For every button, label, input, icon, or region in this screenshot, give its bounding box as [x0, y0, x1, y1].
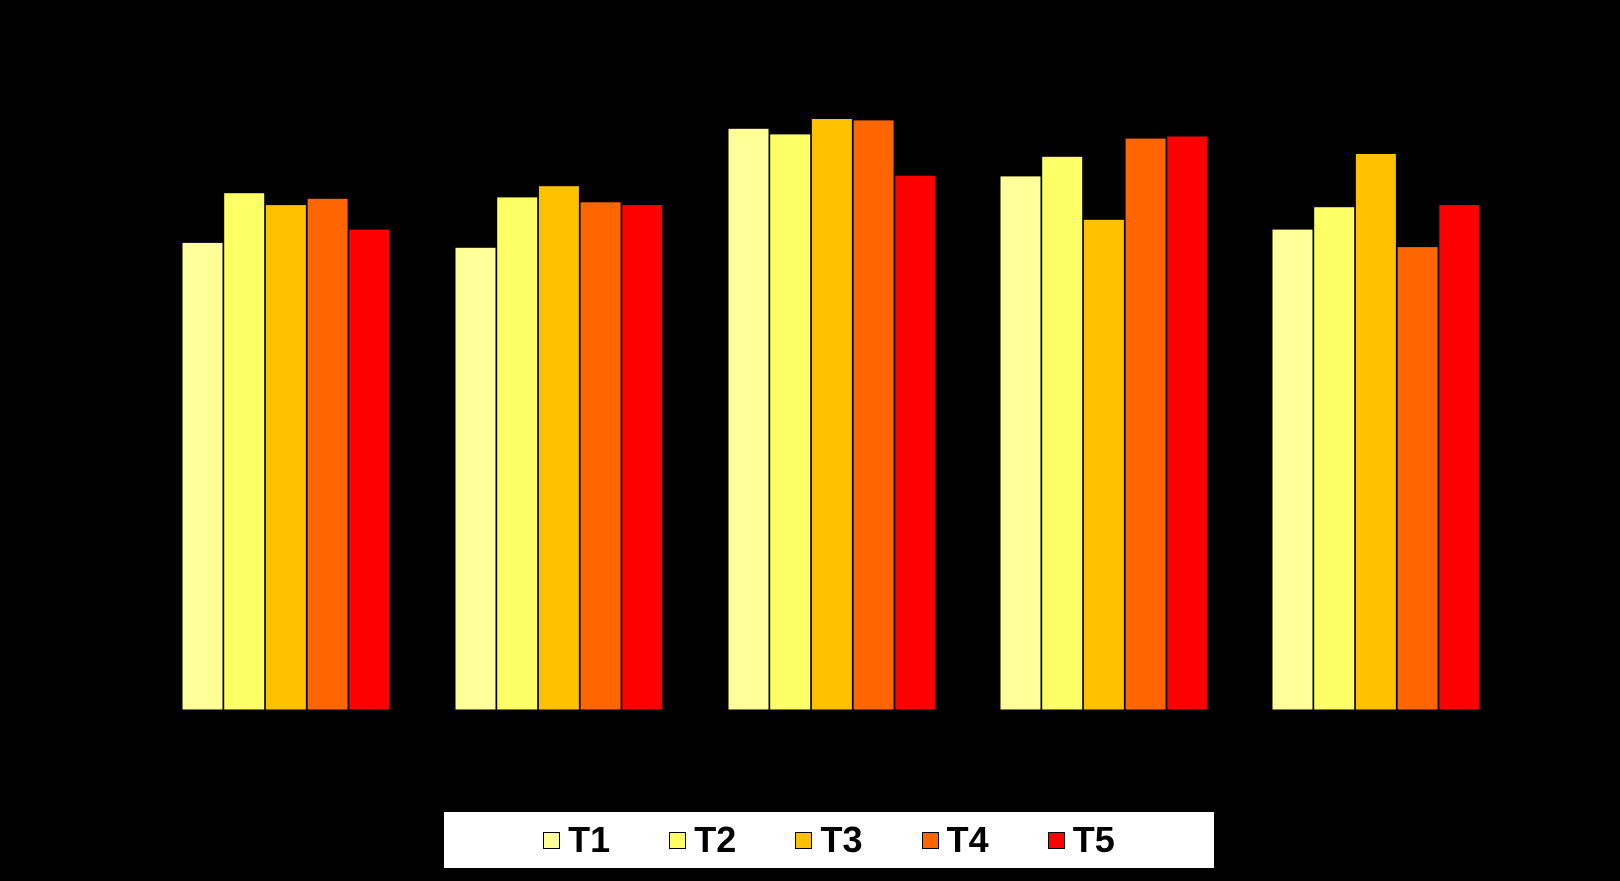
legend: T1 T2 T3 T4 T5	[444, 812, 1214, 868]
bar-t5-group-2	[621, 204, 664, 711]
legend-swatch-t2	[669, 831, 687, 849]
bar-t5-group-5	[1438, 204, 1481, 711]
bar-t3-group-2	[537, 185, 580, 711]
bar-t3-group-1	[264, 204, 307, 711]
bar-t5-group-3	[894, 174, 937, 711]
bar-t1-group-1	[181, 241, 224, 711]
legend-label-t4: T4	[946, 819, 989, 860]
bar-t4-group-5	[1396, 246, 1439, 711]
bar-t5-group-4	[1166, 135, 1209, 711]
bar-t3-group-4	[1082, 218, 1125, 711]
bar-t1-group-3	[727, 127, 770, 711]
legend-item-t4: T4	[921, 819, 989, 860]
bar-t1-group-5	[1271, 228, 1314, 711]
bar-t1-group-2	[454, 246, 497, 711]
bar-t2-group-1	[223, 192, 266, 711]
legend-item-t3: T3	[795, 822, 862, 858]
bar-t4-group-3	[852, 119, 895, 711]
legend-swatch-t4	[921, 831, 939, 849]
bar-t5-group-1	[348, 228, 391, 711]
legend-swatch-t1	[543, 831, 561, 849]
bar-t2-group-3	[769, 133, 812, 711]
legend-label-t5: T5	[1072, 819, 1115, 860]
bar-t3-group-3	[810, 118, 853, 711]
bar-t2-group-4	[1041, 155, 1084, 711]
legend-label-t2: T2	[694, 819, 737, 860]
legend-label-t3: T3	[820, 819, 863, 860]
legend-swatch-t5	[1047, 831, 1065, 849]
bar-t2-group-5	[1313, 206, 1356, 711]
legend-item-t1: T1	[543, 822, 610, 858]
legend-item-t2: T2	[669, 822, 736, 858]
bar-t3-group-5	[1354, 153, 1397, 711]
bar-t4-group-4	[1124, 137, 1167, 711]
legend-item-t5: T5	[1047, 819, 1115, 860]
bar-t2-group-2	[496, 196, 539, 711]
legend-swatch-t3	[795, 831, 813, 849]
bar-t1-group-4	[999, 175, 1042, 711]
bar-t4-group-1	[306, 197, 349, 711]
bar-t4-group-2	[579, 201, 622, 711]
legend-label-t1: T1	[568, 819, 611, 860]
